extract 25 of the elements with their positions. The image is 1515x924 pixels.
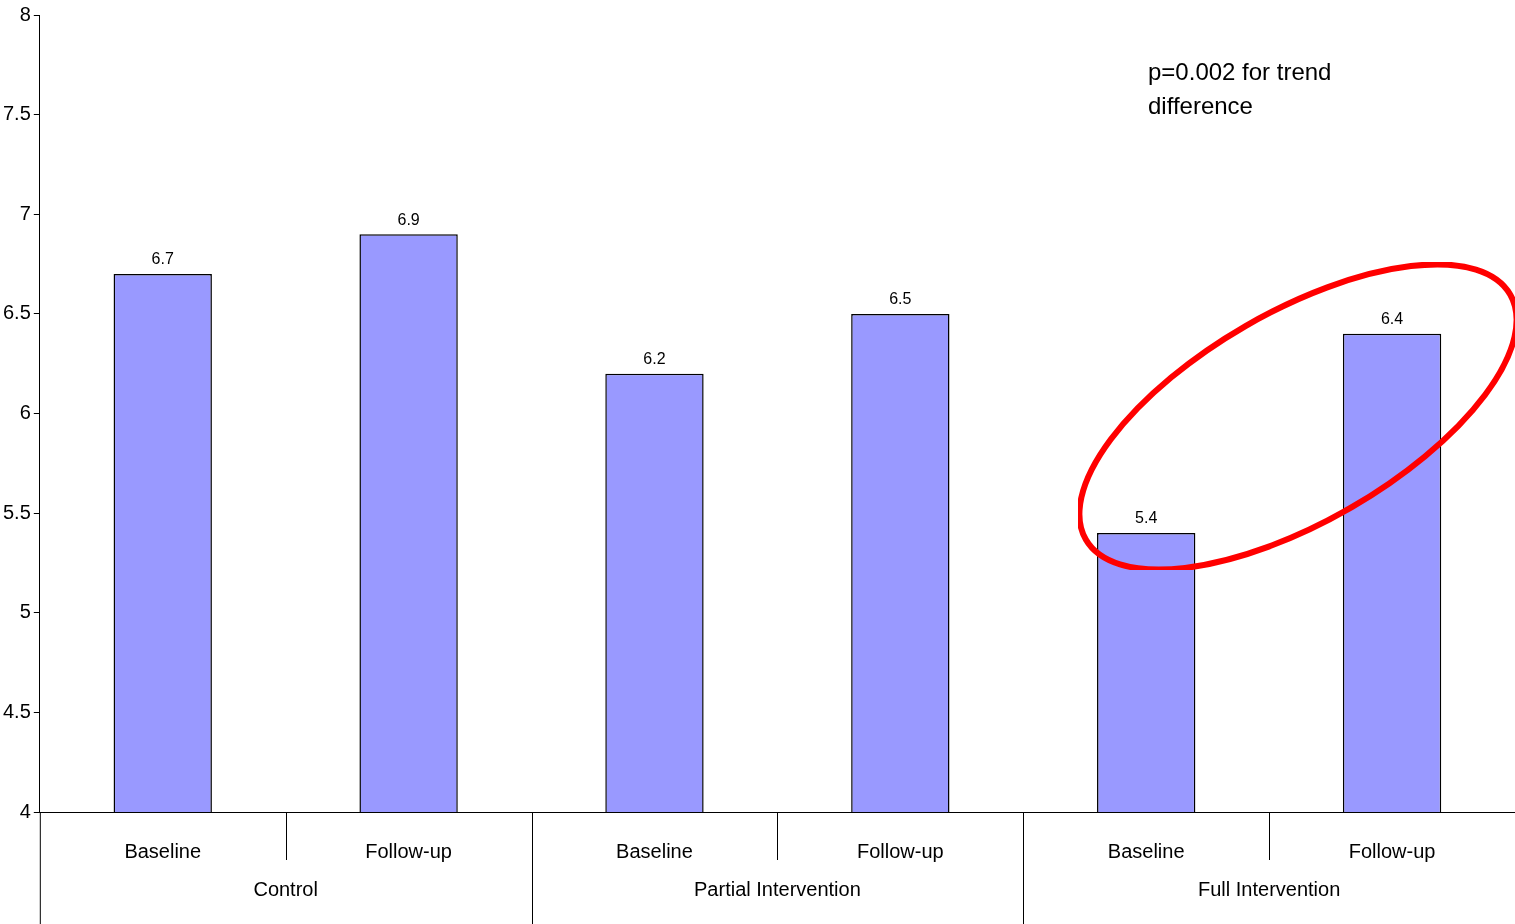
data-label: 5.4 bbox=[1135, 509, 1158, 527]
x-tick-label: Follow-up bbox=[1348, 839, 1436, 862]
data-label: 6.4 bbox=[1380, 310, 1404, 328]
x-tick-label: Follow-up bbox=[856, 839, 944, 862]
x-tick-label: Baseline bbox=[1107, 839, 1185, 862]
text: Full Intervention bbox=[1197, 877, 1341, 900]
annotation: p=0.002 for trend difference bbox=[1148, 57, 1332, 119]
text: Control bbox=[253, 877, 318, 900]
y-tick-label: 7.5 bbox=[2, 102, 31, 125]
y-tick-label: 5.5 bbox=[2, 500, 31, 523]
y-tick-label: 4.5 bbox=[2, 699, 31, 722]
y-tick-label: 7 bbox=[19, 201, 31, 224]
text: Partial Intervention bbox=[694, 877, 861, 900]
data-label: 6.5 bbox=[889, 290, 912, 308]
y-tick-label: 8 bbox=[19, 2, 31, 25]
y-tick-label: 5 bbox=[19, 600, 31, 623]
x-tick-label: Follow-up bbox=[365, 839, 452, 862]
data-label: 6.9 bbox=[397, 210, 420, 228]
x-tick-label: Baseline bbox=[616, 839, 693, 862]
data-label: 6.7 bbox=[151, 250, 174, 268]
x-tick-label: Baseline bbox=[124, 839, 202, 862]
y-tick-label: 6.5 bbox=[2, 301, 31, 324]
y-tick-label: 6 bbox=[19, 401, 31, 424]
data-label: 6.2 bbox=[643, 350, 666, 368]
y-tick-label: 4 bbox=[19, 799, 31, 822]
